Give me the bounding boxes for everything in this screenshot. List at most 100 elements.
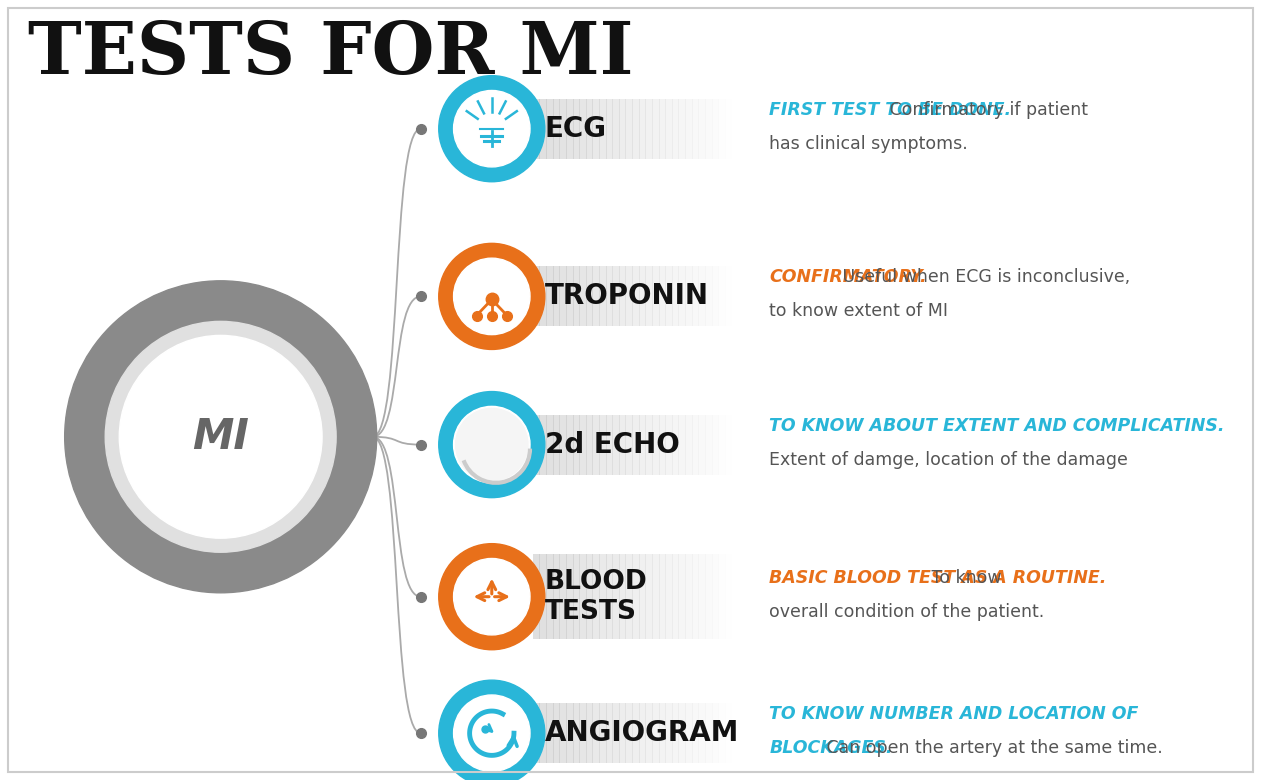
Text: Useful when ECG is inconclusive,: Useful when ECG is inconclusive,: [837, 268, 1130, 286]
Bar: [599, 267, 607, 326]
Text: Confirmatory if patient: Confirmatory if patient: [884, 101, 1088, 119]
Text: to know extent of MI: to know extent of MI: [769, 303, 948, 321]
Bar: [593, 555, 600, 639]
Bar: [685, 267, 692, 326]
Bar: [572, 704, 580, 763]
Bar: [719, 415, 726, 474]
Bar: [719, 99, 726, 158]
Bar: [699, 555, 706, 639]
Bar: [666, 704, 673, 763]
Bar: [658, 267, 666, 326]
Bar: [625, 99, 633, 158]
Bar: [658, 99, 666, 158]
Circle shape: [454, 558, 530, 635]
Bar: [678, 555, 686, 639]
Bar: [572, 267, 580, 326]
Bar: [666, 99, 673, 158]
Bar: [540, 415, 547, 474]
Bar: [613, 555, 620, 639]
Bar: [672, 267, 680, 326]
Bar: [586, 555, 594, 639]
Bar: [658, 555, 666, 639]
Bar: [692, 555, 700, 639]
Bar: [711, 99, 719, 158]
Bar: [605, 704, 613, 763]
Bar: [566, 415, 574, 474]
Bar: [613, 704, 620, 763]
Bar: [572, 555, 580, 639]
Bar: [705, 555, 712, 639]
Bar: [586, 415, 594, 474]
Text: TROPONIN: TROPONIN: [545, 282, 709, 310]
Bar: [572, 415, 580, 474]
Bar: [586, 99, 594, 158]
Bar: [579, 267, 586, 326]
Bar: [672, 555, 680, 639]
Text: CONFIRMATORY.: CONFIRMATORY.: [769, 268, 927, 286]
Bar: [652, 267, 660, 326]
Bar: [652, 704, 660, 763]
Bar: [625, 267, 633, 326]
Bar: [546, 267, 554, 326]
Circle shape: [454, 406, 530, 483]
Bar: [725, 704, 733, 763]
Bar: [646, 555, 653, 639]
Circle shape: [439, 392, 545, 498]
Bar: [546, 415, 554, 474]
Bar: [599, 99, 607, 158]
Bar: [646, 415, 653, 474]
Bar: [599, 415, 607, 474]
Bar: [666, 555, 673, 639]
Circle shape: [454, 695, 530, 771]
Bar: [652, 555, 660, 639]
Bar: [593, 704, 600, 763]
Bar: [552, 267, 560, 326]
Bar: [552, 704, 560, 763]
Bar: [533, 704, 541, 763]
Bar: [632, 99, 639, 158]
Bar: [672, 704, 680, 763]
Bar: [705, 704, 712, 763]
Bar: [613, 99, 620, 158]
Bar: [579, 555, 586, 639]
Circle shape: [454, 90, 530, 167]
Bar: [705, 99, 712, 158]
Bar: [619, 415, 627, 474]
Bar: [625, 415, 633, 474]
Bar: [711, 555, 719, 639]
Bar: [692, 704, 700, 763]
Bar: [705, 415, 712, 474]
Bar: [699, 704, 706, 763]
Bar: [546, 99, 554, 158]
Bar: [711, 704, 719, 763]
Bar: [560, 704, 567, 763]
Bar: [605, 267, 613, 326]
Bar: [719, 704, 726, 763]
Bar: [632, 704, 639, 763]
Bar: [566, 99, 574, 158]
Bar: [639, 704, 647, 763]
Bar: [725, 99, 733, 158]
Bar: [613, 415, 620, 474]
Text: TO KNOW ABOUT EXTENT AND COMPLICATINS.: TO KNOW ABOUT EXTENT AND COMPLICATINS.: [769, 417, 1224, 434]
Text: Can open the artery at the same time.: Can open the artery at the same time.: [821, 739, 1163, 757]
Bar: [666, 415, 673, 474]
Text: has clinical symptoms.: has clinical symptoms.: [769, 135, 968, 153]
Bar: [692, 99, 700, 158]
Bar: [646, 99, 653, 158]
Bar: [639, 267, 647, 326]
Bar: [605, 99, 613, 158]
Bar: [658, 704, 666, 763]
Circle shape: [120, 335, 322, 538]
Bar: [678, 267, 686, 326]
Bar: [546, 704, 554, 763]
Bar: [546, 555, 554, 639]
Text: 2d ECHO: 2d ECHO: [545, 431, 680, 459]
Bar: [685, 704, 692, 763]
Bar: [579, 415, 586, 474]
Bar: [678, 415, 686, 474]
Bar: [552, 415, 560, 474]
Bar: [699, 267, 706, 326]
Bar: [652, 99, 660, 158]
Bar: [719, 267, 726, 326]
